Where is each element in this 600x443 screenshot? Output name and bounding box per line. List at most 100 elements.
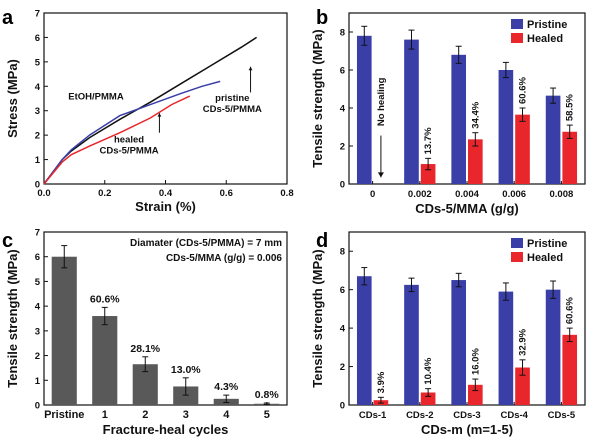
- y-tick-label: 6: [340, 66, 345, 77]
- panel-label: d: [316, 230, 328, 252]
- healed-bar: [515, 114, 530, 184]
- healing-efficiency-label: 4.3%: [214, 381, 239, 393]
- y-tick-label: 4: [35, 302, 41, 313]
- legend-swatch: [511, 19, 523, 29]
- healing-efficiency-label: 34.4%: [470, 101, 481, 128]
- healing-efficiency-label: 60.6%: [518, 77, 529, 104]
- x-tick-label: 0.004: [455, 189, 479, 200]
- pristine-bar: [451, 280, 466, 405]
- y-axis-label: Tensile strength (MPa): [5, 249, 20, 387]
- legend-swatch: [511, 33, 523, 43]
- x-tick-label: 0.4: [159, 188, 173, 199]
- no-healing-arrowhead: [377, 172, 384, 178]
- y-tick-label: 7: [35, 228, 40, 239]
- cycle-bar: [51, 256, 77, 405]
- y-tick-label: 6: [340, 285, 345, 296]
- x-tick-label: 0.0: [37, 188, 50, 199]
- panel-label: c: [2, 230, 13, 252]
- y-tick-label: 4: [35, 82, 41, 93]
- cycle-bar: [173, 386, 199, 405]
- y-tick-label: 5: [35, 57, 41, 68]
- pristine-bar: [498, 70, 514, 184]
- y-axis-label: Stress (MPa): [5, 59, 20, 138]
- condition-note: Diamater (CDs-5/PMMA) = 7 mm: [130, 238, 282, 249]
- healed-bar: [468, 384, 483, 405]
- y-tick-label: 3: [35, 106, 40, 117]
- legend-swatch: [511, 252, 523, 262]
- y-tick-label: 2: [340, 142, 345, 153]
- y-tick-label: 3: [35, 326, 40, 337]
- healing-efficiency-label: 32.9%: [518, 328, 529, 355]
- stress-strain-line: [43, 95, 191, 185]
- annotation-arrowhead: [248, 66, 253, 71]
- y-tick-label: 0: [35, 180, 40, 191]
- y-tick-label: 0: [340, 401, 345, 412]
- x-tick-label: 0.008: [550, 189, 574, 200]
- healing-efficiency-label: 0.8%: [255, 389, 280, 401]
- curve-annotation: EtOH/PMMA: [68, 92, 124, 103]
- pristine-bar: [545, 289, 561, 405]
- x-tick-label: 0: [370, 189, 375, 200]
- curve-annotation: CDs-5/PMMA: [203, 104, 262, 115]
- condition-note: CDs-5/MMA (g/g) = 0.006: [166, 253, 282, 264]
- legend-label: Healed: [527, 252, 563, 264]
- x-tick-label: CDs-1: [359, 410, 387, 421]
- plot-frame-c: [43, 231, 288, 406]
- healed-bar: [420, 164, 436, 184]
- pristine-bar: [404, 284, 419, 405]
- pristine-bar: [545, 95, 561, 184]
- stress-strain-line: [43, 80, 221, 185]
- x-tick-label: 0.002: [408, 189, 432, 200]
- pristine-bar: [451, 54, 466, 184]
- x-axis-label: Fracture-heal cycles: [103, 422, 229, 437]
- y-tick-label: 0: [340, 180, 345, 191]
- x-axis-label: CDs-5/MMA (g/g): [415, 201, 519, 216]
- no-healing-label: No healing: [376, 77, 387, 126]
- y-tick-label: 5: [35, 277, 41, 288]
- healing-efficiency-label: 28.1%: [130, 343, 160, 355]
- y-axis-label: Tensile strength (MPa): [310, 249, 325, 387]
- y-tick-label: 1: [35, 155, 41, 166]
- x-axis-label: CDs-m (m=1-5): [421, 422, 513, 437]
- x-tick-label: 5: [264, 409, 270, 421]
- x-tick-label: 0.006: [502, 189, 526, 200]
- x-tick-label: CDs-2: [406, 410, 433, 421]
- x-tick-label: Pristine: [44, 409, 84, 421]
- y-tick-label: 2: [35, 131, 40, 142]
- x-tick-label: 0.6: [220, 188, 233, 199]
- y-axis-label: Tensile strength (MPa): [310, 29, 325, 167]
- x-tick-label: CDs-3: [453, 410, 480, 421]
- legend-label: Pristine: [527, 238, 567, 250]
- y-tick-label: 4: [340, 104, 346, 115]
- healing-efficiency-label: 3.9%: [376, 371, 387, 393]
- y-tick-label: 0: [35, 401, 40, 412]
- pristine-bar: [356, 276, 372, 405]
- y-tick-label: 6: [35, 33, 40, 44]
- healing-efficiency-label: 58.5%: [565, 94, 576, 121]
- x-tick-label: 0.8: [280, 188, 293, 199]
- curve-annotation: CDs-5/PMMA: [99, 145, 158, 156]
- healing-efficiency-label: 13.7%: [423, 127, 434, 154]
- healed-bar: [420, 392, 436, 405]
- y-tick-label: 6: [35, 252, 40, 263]
- panel-label: b: [316, 7, 328, 29]
- annotation-arrowhead: [157, 113, 162, 117]
- x-tick-label: CDs-5: [548, 410, 576, 421]
- pristine-bar: [404, 39, 419, 184]
- healing-efficiency-label: 10.4%: [423, 357, 434, 384]
- legend-label: Pristine: [527, 19, 567, 31]
- healed-bar: [562, 131, 578, 184]
- healing-efficiency-label: 60.6%: [90, 293, 120, 305]
- curve-annotation: healed: [114, 134, 144, 145]
- legend-swatch: [511, 238, 523, 248]
- y-tick-label: 2: [35, 351, 40, 362]
- healed-bar: [562, 334, 578, 405]
- x-axis-label: Strain (%): [135, 199, 196, 214]
- healing-efficiency-label: 16.0%: [470, 348, 481, 375]
- healing-efficiency-label: 13.0%: [171, 364, 201, 376]
- x-tick-label: 3: [183, 409, 189, 421]
- y-tick-label: 1: [35, 376, 41, 387]
- cycle-bar: [92, 316, 118, 405]
- y-tick-label: 2: [340, 362, 345, 373]
